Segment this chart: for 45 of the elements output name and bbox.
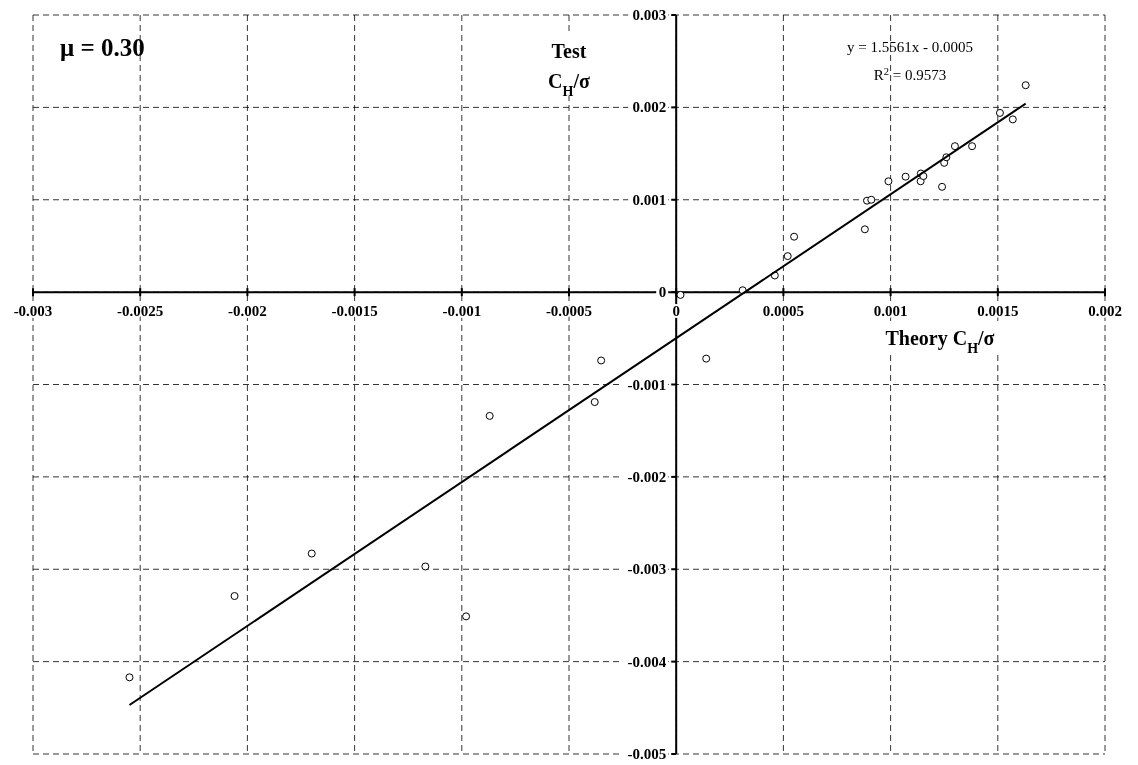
point xyxy=(307,549,316,558)
y-tick-label: 0 xyxy=(658,284,667,301)
x-tick-label: 0.0015 xyxy=(977,303,1019,320)
point xyxy=(901,172,910,181)
x-tick-label: 0.002 xyxy=(1088,303,1122,320)
y-tick-label: -0.003 xyxy=(627,561,667,578)
y-tick-label: 0.001 xyxy=(632,191,667,208)
point xyxy=(125,673,134,682)
annotation: μ = 0.30 xyxy=(60,34,145,61)
point xyxy=(995,108,1004,117)
point xyxy=(860,225,869,234)
point xyxy=(968,142,977,151)
point xyxy=(485,411,494,420)
y-tick-label: -0.001 xyxy=(627,376,667,393)
y-tick-label: -0.005 xyxy=(627,746,667,762)
point xyxy=(230,592,239,601)
annotation: R$^{2}$ = 0.9573 xyxy=(873,65,947,83)
x-tick-label: -0.0005 xyxy=(545,303,593,320)
point xyxy=(421,562,430,571)
y-tick-label: 0.002 xyxy=(632,99,667,116)
point xyxy=(950,142,959,151)
point xyxy=(867,195,876,204)
point xyxy=(702,354,711,363)
x-tick-label: -0.002 xyxy=(228,303,267,320)
annotation: y = 1.5561x - 0.0005 xyxy=(847,39,973,55)
point xyxy=(462,612,471,621)
point xyxy=(790,232,799,241)
point xyxy=(1021,81,1030,90)
x-tick-label: 0.001 xyxy=(873,303,908,320)
point xyxy=(590,398,599,407)
y-tick-label: 0.003 xyxy=(632,7,667,23)
x-tick-label: -0.003 xyxy=(13,303,53,320)
x-tick-label: -0.0025 xyxy=(117,303,164,320)
y-tick-label: -0.004 xyxy=(627,653,667,670)
point xyxy=(783,252,792,261)
point xyxy=(938,182,947,191)
point xyxy=(884,177,893,186)
x-tick-label: -0.0015 xyxy=(331,303,378,320)
x-tick-label: 0.0005 xyxy=(762,303,805,320)
x-tick-label: -0.001 xyxy=(442,303,482,320)
point xyxy=(597,356,606,365)
y-tick-label: -0.002 xyxy=(627,468,667,485)
y-axis-title: Test C$_{H}$/σ xyxy=(548,40,591,99)
x-axis-title: Theory C$_{H}$/σ xyxy=(885,327,995,356)
point xyxy=(1008,115,1017,124)
